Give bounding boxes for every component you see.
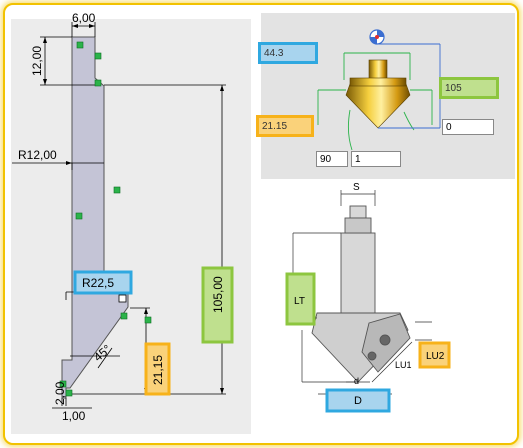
highlight-lower-length — [144, 342, 171, 396]
dim-top-width[interactable]: 6,00 — [72, 11, 96, 25]
label-d: D — [354, 395, 362, 407]
dim-tip-width[interactable]: 1,00 — [62, 409, 86, 423]
offset-field[interactable]: 0 — [442, 119, 494, 135]
total-length-field[interactable]: 105 — [439, 77, 499, 99]
offset-value: 0 — [446, 121, 452, 133]
label-lt-overlay: LT — [294, 296, 305, 307]
flutes-value: 1 — [355, 153, 361, 165]
angle-value: 90 — [320, 153, 332, 165]
dim-inner-radius[interactable]: R22,5 — [82, 276, 114, 290]
cut-length-field[interactable]: 21.15 — [256, 115, 314, 137]
label-lu1: LU1 — [395, 360, 412, 370]
total-length-value: 105 — [445, 82, 462, 94]
tool-profile — [61, 36, 129, 399]
dim-tip-height[interactable]: 2,00 — [53, 381, 67, 405]
angle-field[interactable]: 90 — [316, 151, 348, 167]
dim-total-length[interactable]: 105,00 — [211, 276, 225, 313]
diameter-field[interactable]: 44.3 — [258, 42, 318, 64]
label-s: S — [353, 182, 360, 193]
cutter-schematic — [311, 205, 411, 383]
highlight-d — [325, 388, 391, 413]
highlight-total-length — [201, 266, 234, 344]
dim-top-height[interactable]: 12,00 — [30, 46, 44, 76]
flutes-field[interactable]: 1 — [351, 151, 401, 167]
label-lu2: LU2 — [426, 351, 445, 362]
highlight-inner-radius — [73, 270, 133, 295]
dim-radius[interactable]: R12,00 — [18, 148, 57, 162]
sketch-canvas — [11, 19, 251, 434]
diameter-value: 44.3 — [264, 47, 284, 59]
figure-frame — [3, 3, 519, 445]
dim-lower-length[interactable]: 21,15 — [151, 355, 165, 385]
highlight-lu2 — [418, 341, 451, 369]
cut-length-value: 21.15 — [262, 120, 288, 132]
label-d-small: d — [354, 376, 359, 386]
highlight-lt — [285, 272, 316, 326]
origin-icon[interactable] — [369, 29, 385, 45]
cutter-3d-render — [345, 59, 411, 129]
preview-dimension-lines — [317, 52, 433, 151]
